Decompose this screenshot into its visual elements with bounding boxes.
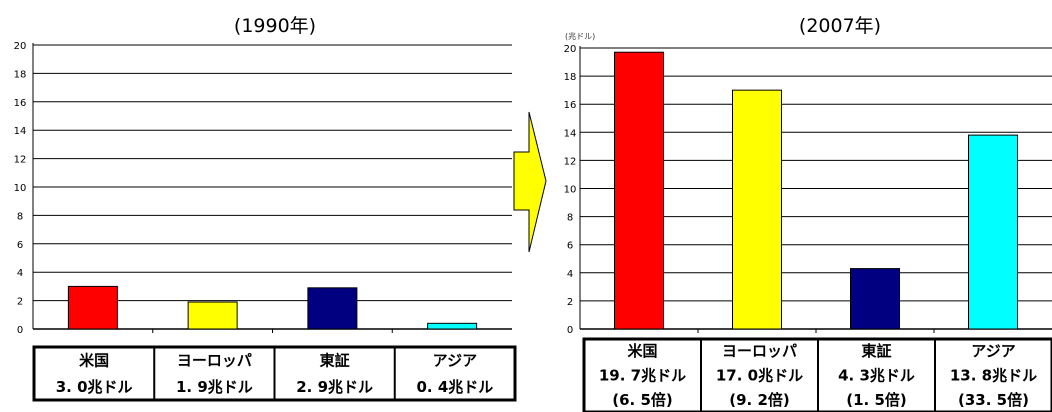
table-cell-category: ヨーロッパ	[722, 342, 797, 360]
table-cell-value: 3. 0兆ドル	[56, 378, 133, 396]
chart-2007-title: (2007年)	[799, 15, 881, 37]
table-cell-value: 4. 3兆ドル	[838, 367, 915, 385]
y-tick-label: 20	[14, 41, 27, 52]
table-cell-category: 東証	[861, 342, 891, 360]
bar	[614, 51, 664, 330]
chart-2007-unit-label: (兆ドル)	[565, 31, 595, 41]
table-cell-category: 米国	[627, 342, 657, 360]
y-tick-label: 8	[567, 213, 573, 224]
y-tick-label: 20	[564, 44, 577, 55]
table-cell-value: 13. 8兆ドル	[950, 367, 1037, 385]
y-tick-label: 14	[14, 126, 27, 137]
table-cell-category: 東証	[320, 351, 350, 369]
y-tick-label: 10	[564, 185, 577, 196]
y-tick-label: 18	[14, 69, 27, 80]
chart-1990-plot: 0 2 4 6 8 10 12 14 16 18 20	[14, 41, 512, 336]
y-tick-label: 14	[564, 128, 577, 139]
y-tick-label: 10	[14, 183, 27, 194]
y-tick-label: 12	[564, 156, 577, 167]
right-arrow-icon	[513, 111, 547, 253]
bar	[968, 134, 1018, 330]
y-tick-label: 2	[567, 297, 573, 308]
bar	[307, 287, 358, 330]
chart-2007-table: 米国 19. 7兆ドル (6. 5倍) ヨーロッパ 17. 0兆ドル (9. 2倍) 東証 4…	[582, 337, 1052, 412]
bar	[427, 322, 478, 330]
table-cell-ratio: (33. 5倍)	[958, 391, 1029, 409]
bar	[187, 301, 238, 330]
table-cell-ratio: (9. 2倍)	[729, 391, 790, 409]
bar	[850, 268, 900, 330]
y-tick-label: 4	[567, 269, 573, 280]
table-cell-value: 17. 0兆ドル	[716, 367, 803, 385]
y-tick-label: 2	[17, 297, 23, 308]
chart-1990-title: (1990年)	[234, 15, 316, 37]
chart-1990-table: 米国 3. 0兆ドル ヨーロッパ 1. 9兆ドル 東証 2. 9兆ドル アジア 0. 4兆ドル	[32, 345, 517, 402]
bar	[67, 285, 118, 330]
y-tick-label: 18	[564, 72, 577, 83]
table-cell-value: 1. 9兆ドル	[176, 378, 253, 396]
y-tick-label: 0	[17, 325, 23, 336]
chart-2007-plot: 0 2 4 6 8 10 12 14 16 18 20	[564, 44, 1052, 336]
table-cell-value: 19. 7兆ドル	[599, 367, 686, 385]
table-cell-category: ヨーロッパ	[177, 351, 252, 369]
table-cell-value: 0. 4兆ドル	[416, 378, 493, 396]
y-tick-label: 4	[17, 268, 23, 279]
table-cell-category: アジア	[433, 351, 477, 369]
table-cell-ratio: (1. 5倍)	[846, 391, 907, 409]
y-tick-label: 0	[567, 325, 573, 336]
y-tick-label: 6	[567, 241, 573, 252]
table-cell-value: 2. 9兆ドル	[296, 378, 373, 396]
y-tick-label: 8	[17, 211, 23, 222]
table-cell-category: 米国	[79, 351, 109, 369]
y-tick-label: 16	[564, 100, 577, 111]
y-tick-label: 16	[14, 98, 27, 109]
y-tick-label: 12	[14, 155, 27, 166]
table-cell-ratio: (6. 5倍)	[612, 391, 673, 409]
table-cell-category: アジア	[971, 342, 1015, 360]
y-tick-label: 6	[17, 240, 23, 251]
chart-1990: (1990年) 0 2 4 6 8 10 12 14 16 18 20 米国 3. 0兆ドル ヨーロッパ…	[14, 15, 517, 402]
chart-2007: (兆ドル) (2007年) 0 2 4 6 8 10 12 14 16 18 20 米国 19. 7兆…	[564, 15, 1052, 412]
bar	[732, 89, 782, 330]
